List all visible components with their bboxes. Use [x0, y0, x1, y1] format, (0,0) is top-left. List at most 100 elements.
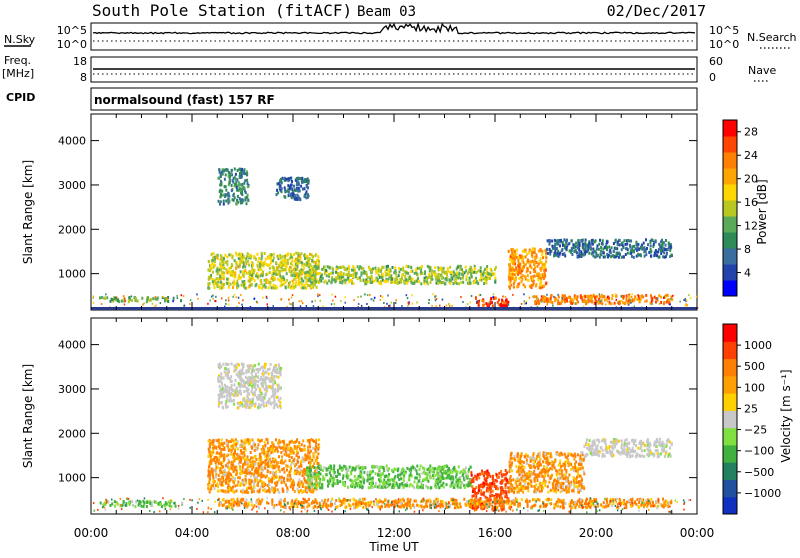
- power-cell: [638, 254, 640, 257]
- velocity-cell: [240, 469, 242, 472]
- velocity-cell: [223, 377, 225, 380]
- velocity-cell: [272, 467, 274, 470]
- power-cell: [510, 284, 512, 287]
- power-noise-cell: [628, 304, 630, 306]
- power-noise-cell: [184, 305, 186, 307]
- velocity-cell: [420, 465, 422, 468]
- power-cell: [483, 300, 485, 303]
- power-cell: [227, 192, 229, 195]
- power-cell: [289, 270, 291, 273]
- power-cell: [386, 272, 388, 275]
- velocity-cell: [292, 450, 294, 453]
- velocity-cell: [222, 406, 224, 409]
- velocity-cell: [231, 362, 233, 365]
- power-cell: [220, 174, 222, 177]
- power-noise-cell: [213, 298, 215, 300]
- velocity-cell: [418, 480, 420, 483]
- velocity-cell: [228, 484, 230, 487]
- power-cell: [561, 300, 563, 303]
- power-cell: [293, 185, 295, 188]
- velocity-cell: [432, 467, 434, 470]
- power-cell: [288, 194, 290, 197]
- power-cell: [304, 187, 306, 190]
- velocity-cell: [310, 474, 312, 477]
- velocity-cell: [326, 467, 328, 470]
- colorbar-swatch: [723, 264, 737, 281]
- power-noise-cell: [166, 297, 168, 299]
- velocity-cell: [250, 451, 252, 454]
- power-noise-cell: [665, 296, 667, 298]
- power-cell: [551, 301, 553, 304]
- velocity-cell: [255, 469, 257, 472]
- velocity-cell: [355, 478, 357, 481]
- power-cell: [371, 275, 373, 278]
- power-cell: [299, 276, 301, 279]
- velocity-cell: [264, 444, 266, 447]
- velocity-cell: [349, 479, 351, 482]
- power-cell: [460, 265, 462, 268]
- power-cell: [660, 249, 662, 252]
- power-cell: [239, 265, 241, 268]
- velocity-cell: [268, 477, 270, 480]
- velocity-cell: [314, 477, 316, 480]
- power-cell: [293, 278, 295, 281]
- power-cell: [284, 268, 286, 271]
- velocity-cell: [346, 475, 348, 478]
- velocity-cell: [242, 384, 244, 387]
- velocity-cell: [383, 467, 385, 470]
- velocity-cell: [294, 490, 296, 493]
- power-cell: [530, 261, 532, 264]
- power-cell: [128, 296, 130, 299]
- power-noise-cell: [663, 297, 665, 299]
- power-cell: [219, 169, 221, 172]
- power-cell: [285, 286, 287, 289]
- velocity-cell: [265, 402, 267, 405]
- power-cell: [420, 282, 422, 285]
- velocity-cell: [257, 484, 259, 487]
- velocity-cell: [229, 448, 231, 451]
- velocity-cell: [260, 399, 262, 402]
- power-cell: [524, 249, 526, 252]
- power-cell: [366, 281, 368, 284]
- power-noise-cell: [670, 298, 672, 300]
- power-noise-cell: [547, 298, 549, 300]
- power-cell: [564, 294, 566, 297]
- power-cell: [236, 203, 238, 206]
- power-cell: [272, 279, 274, 282]
- velocity-cell: [231, 453, 233, 456]
- power-cell: [417, 267, 419, 270]
- power-cell: [508, 250, 510, 253]
- power-cell: [99, 296, 101, 299]
- power-cell: [131, 299, 133, 302]
- power-cell: [231, 169, 233, 172]
- power-cell: [220, 265, 222, 268]
- power-cell: [232, 286, 234, 289]
- power-noise-cell: [541, 295, 543, 297]
- power-cell: [279, 274, 281, 277]
- power-noise-cell: [357, 296, 359, 298]
- power-cell: [617, 243, 619, 246]
- power-cell: [292, 287, 294, 290]
- power-noise-cell: [607, 296, 609, 298]
- power-cell: [638, 247, 640, 250]
- velocity-cell: [271, 372, 273, 375]
- velocity-cell: [260, 382, 262, 385]
- power-cell: [242, 266, 244, 269]
- velocity-cell: [280, 373, 282, 376]
- power-cell: [512, 273, 514, 276]
- power-noise-cell: [524, 300, 526, 302]
- velocity-cell: [303, 460, 305, 463]
- velocity-cell: [257, 375, 259, 378]
- power-cell: [590, 245, 592, 248]
- velocity-cell: [335, 482, 337, 485]
- power-cell: [566, 245, 568, 248]
- velocity-cell: [439, 480, 441, 483]
- power-cell: [615, 239, 617, 242]
- velocity-cell: [220, 372, 222, 375]
- power-cell: [619, 243, 621, 246]
- power-cell: [248, 276, 250, 279]
- power-cell: [241, 284, 243, 287]
- power-cell: [543, 263, 545, 266]
- velocity-cell: [368, 486, 370, 489]
- colorbar-swatch: [723, 120, 737, 137]
